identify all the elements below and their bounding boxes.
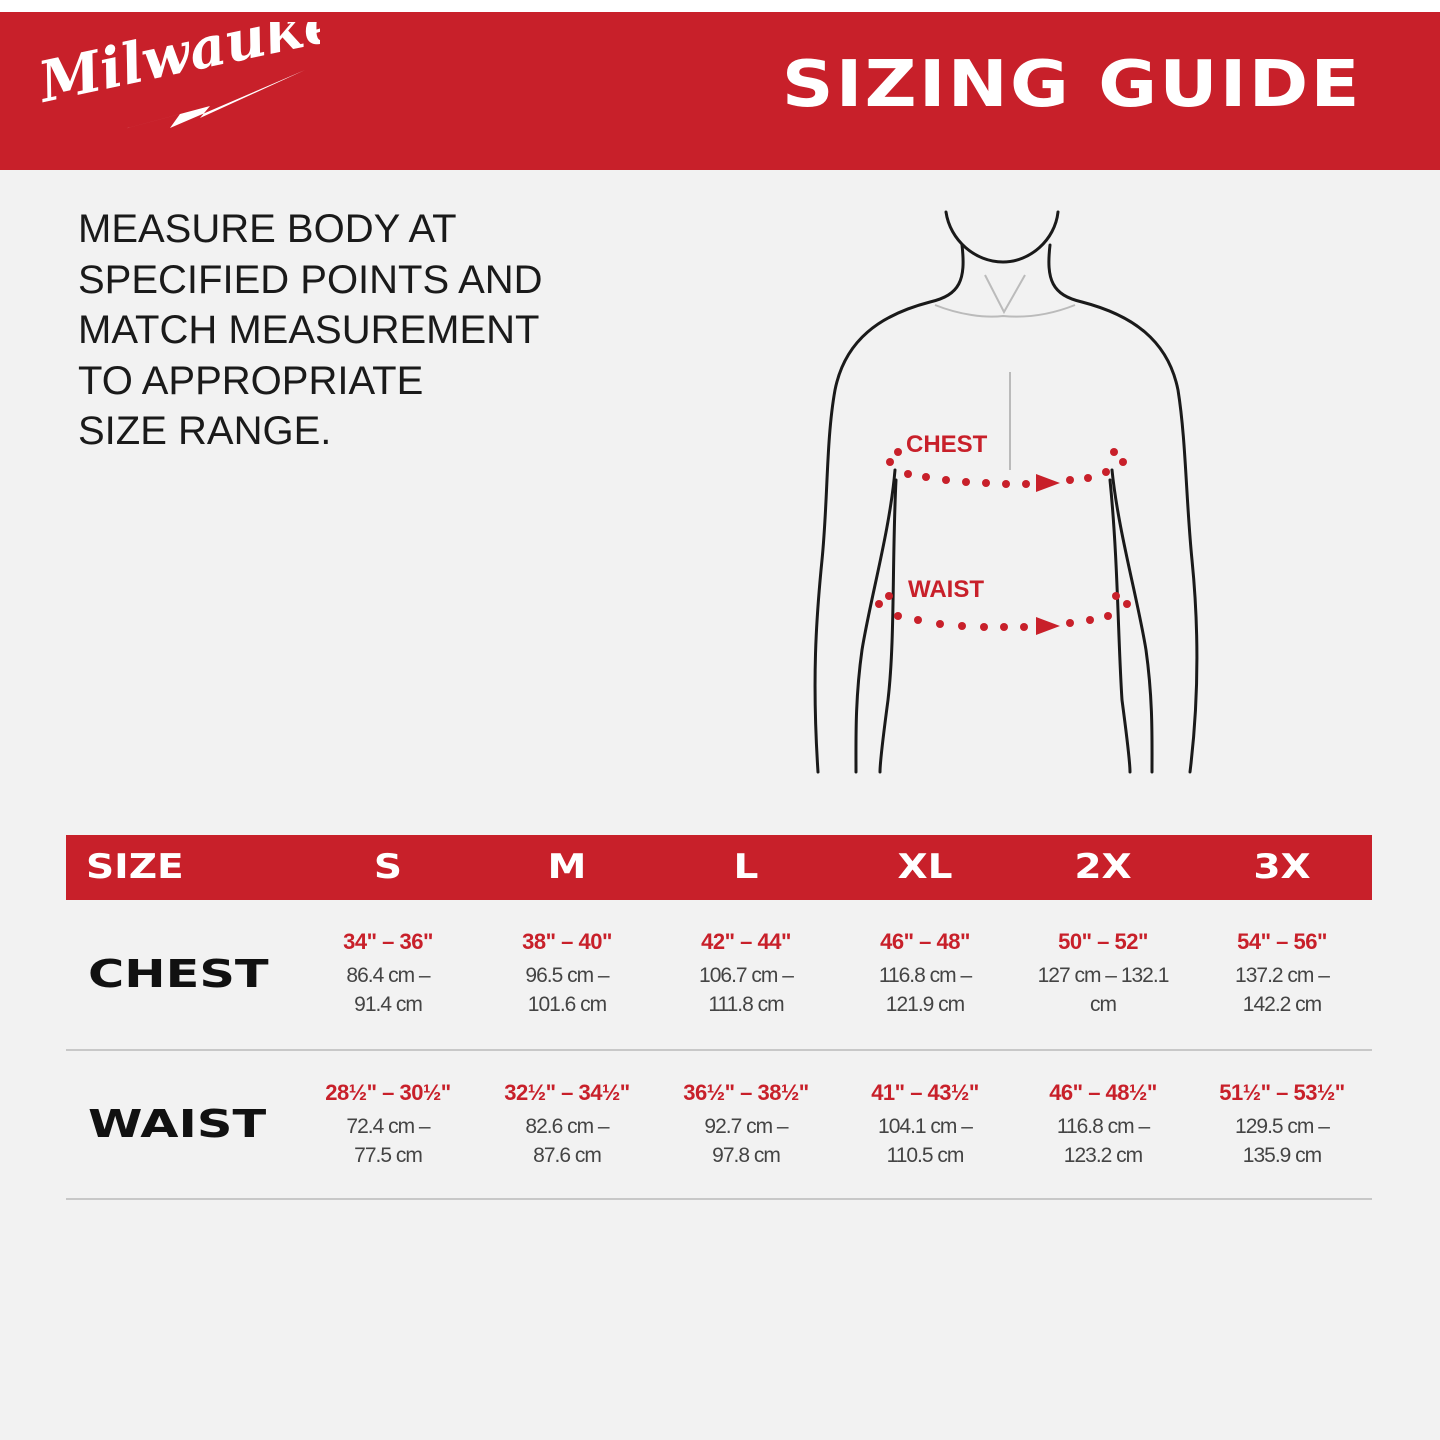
inch-range: 51½" – 53½" (1219, 1080, 1345, 1105)
chest-measure-line (886, 448, 1127, 492)
cm-line: 110.5 cm (886, 1144, 965, 1167)
size-m: M (547, 847, 587, 887)
instruction-line: SPECIFIED POINTS AND (78, 257, 543, 302)
size-cell: 42" – 44" 106.7 cm – 111.8 cm (658, 929, 834, 1019)
size-l: L (733, 847, 759, 887)
body-figure: CHEST WAIST (813, 210, 1199, 774)
cm-line: 82.6 cm – (525, 1115, 609, 1138)
page-title: SIZING GUIDE (782, 48, 1362, 122)
header-banner: Milwaukee SIZING GUIDE (0, 12, 1440, 170)
chest-label: CHEST (906, 431, 988, 458)
cm-range: 137.2 cm – 142.2 cm (1194, 961, 1370, 1019)
row-label-chest: CHEST (88, 952, 269, 996)
cm-line: 116.8 cm – (1056, 1115, 1150, 1138)
inch-range: 46" – 48½" (1049, 1080, 1157, 1105)
cm-line: 142.2 cm (1242, 993, 1322, 1016)
inch-range: 41" – 43½" (871, 1080, 979, 1105)
cm-range: 116.8 cm – 121.9 cm (837, 961, 1013, 1019)
cm-line: 86.4 cm – (346, 964, 430, 987)
cm-line: 106.7 cm – (699, 964, 794, 987)
inch-range: 34" – 36" (343, 929, 433, 954)
size-cell: 41" – 43½" 104.1 cm – 110.5 cm (837, 1080, 1013, 1170)
cm-line: 121.9 cm (885, 993, 965, 1016)
cm-line: 77.5 cm (354, 1144, 423, 1167)
cm-line: 97.8 cm (712, 1144, 781, 1167)
size-header: SIZE (86, 847, 184, 887)
row-label-waist: WAIST (88, 1102, 267, 1146)
cm-line: 104.1 cm – (878, 1115, 973, 1138)
instruction-line: TO APPROPRIATE (78, 358, 424, 403)
cm-range: 127 cm – 132.1 cm (1015, 961, 1191, 1019)
size-cell: 38" – 40" 96.5 cm – 101.6 cm (479, 929, 655, 1019)
cm-line: 92.7 cm – (704, 1115, 788, 1138)
cm-range: 82.6 cm – 87.6 cm (479, 1112, 655, 1170)
size-cell: 46" – 48½" 116.8 cm – 123.2 cm (1015, 1080, 1191, 1170)
inch-range: 42" – 44" (701, 929, 791, 954)
size-cell: 34" – 36" 86.4 cm – 91.4 cm (300, 929, 476, 1019)
instruction-line: SIZE RANGE. (78, 409, 332, 453)
cm-range: 72.4 cm – 77.5 cm (300, 1112, 476, 1170)
inch-range: 28½" – 30½" (325, 1080, 451, 1105)
inch-range: 36½" – 38½" (683, 1080, 809, 1105)
size-2x: 2X (1074, 847, 1132, 887)
cm-range: 106.7 cm – 111.8 cm (658, 961, 834, 1019)
cm-line: 87.6 cm (533, 1144, 602, 1167)
size-header-row: SIZE S M L XL 2X 3X (66, 835, 1372, 900)
waist-measure-line (875, 592, 1131, 635)
cm-range: 96.5 cm – 101.6 cm (479, 961, 655, 1019)
svg-text:Milwaukee: Milwaukee (31, 22, 320, 116)
size-s: S (373, 847, 403, 887)
milwaukee-logo: Milwaukee (31, 22, 320, 152)
size-cell: 28½" – 30½" 72.4 cm – 77.5 cm (300, 1080, 476, 1170)
row-divider (66, 1198, 1372, 1200)
cm-line: 96.5 cm – (525, 964, 609, 987)
cm-line: 91.4 cm (354, 993, 423, 1016)
cm-line: 127 cm – 132.1 (1037, 964, 1170, 987)
cm-line: 101.6 cm (527, 993, 607, 1016)
top-strip (0, 0, 1440, 12)
size-cell: 36½" – 38½" 92.7 cm – 97.8 cm (658, 1080, 834, 1170)
inch-range: 32½" – 34½" (504, 1080, 630, 1105)
cm-range: 86.4 cm – 91.4 cm (300, 961, 476, 1019)
cm-range: 92.7 cm – 97.8 cm (658, 1112, 834, 1170)
instructions: MEASURE BODY AT SPECIFIED POINTS AND MAT… (78, 204, 598, 457)
cm-line: 137.2 cm – (1235, 964, 1330, 987)
cm-line: 123.2 cm (1063, 1144, 1143, 1167)
size-3x: 3X (1253, 847, 1311, 887)
cm-line: 135.9 cm (1242, 1144, 1322, 1167)
cm-line: cm (1090, 993, 1117, 1016)
inch-range: 54" – 56" (1237, 929, 1327, 954)
cm-line: 129.5 cm – (1235, 1115, 1330, 1138)
size-xl: XL (897, 847, 953, 887)
inch-range: 38" – 40" (522, 929, 612, 954)
size-cell: 54" – 56" 137.2 cm – 142.2 cm (1194, 929, 1370, 1019)
size-cell: 51½" – 53½" 129.5 cm – 135.9 cm (1194, 1080, 1370, 1170)
cm-line: 72.4 cm – (346, 1115, 430, 1138)
inch-range: 50" – 52" (1058, 929, 1148, 954)
cm-range: 129.5 cm – 135.9 cm (1194, 1112, 1370, 1170)
size-cell: 46" – 48" 116.8 cm – 121.9 cm (837, 929, 1013, 1019)
waist-label: WAIST (908, 576, 984, 603)
cm-line: 116.8 cm – (878, 964, 972, 987)
cm-line: 111.8 cm (708, 993, 784, 1016)
inch-range: 46" – 48" (880, 929, 970, 954)
row-divider (66, 1049, 1372, 1051)
cm-range: 104.1 cm – 110.5 cm (837, 1112, 1013, 1170)
instruction-line: MEASURE BODY AT (78, 207, 457, 251)
size-cell: 32½" – 34½" 82.6 cm – 87.6 cm (479, 1080, 655, 1170)
size-cell: 50" – 52" 127 cm – 132.1 cm (1015, 929, 1191, 1019)
instruction-line: MATCH MEASUREMENT (78, 308, 540, 352)
cm-range: 116.8 cm – 123.2 cm (1015, 1112, 1191, 1170)
